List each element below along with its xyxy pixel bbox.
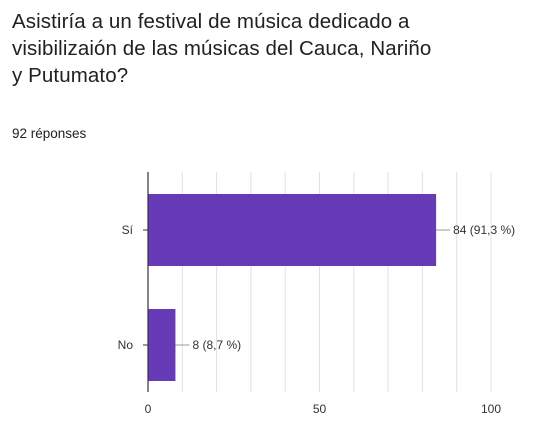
x-tick-label: 100 bbox=[481, 402, 501, 416]
x-tick-label: 50 bbox=[313, 402, 327, 416]
x-tick-label: 0 bbox=[145, 402, 152, 416]
data-label: 8 (8,7 %) bbox=[192, 338, 241, 352]
data-label: 84 (91,3 %) bbox=[453, 223, 515, 237]
category-label: Sí bbox=[122, 223, 134, 237]
category-label: No bbox=[118, 338, 134, 352]
question-title: Asistiría a un festival de música dedica… bbox=[12, 10, 432, 87]
response-count: 92 réponses bbox=[12, 126, 87, 141]
bar-s bbox=[148, 194, 437, 266]
bar-no bbox=[148, 309, 176, 381]
